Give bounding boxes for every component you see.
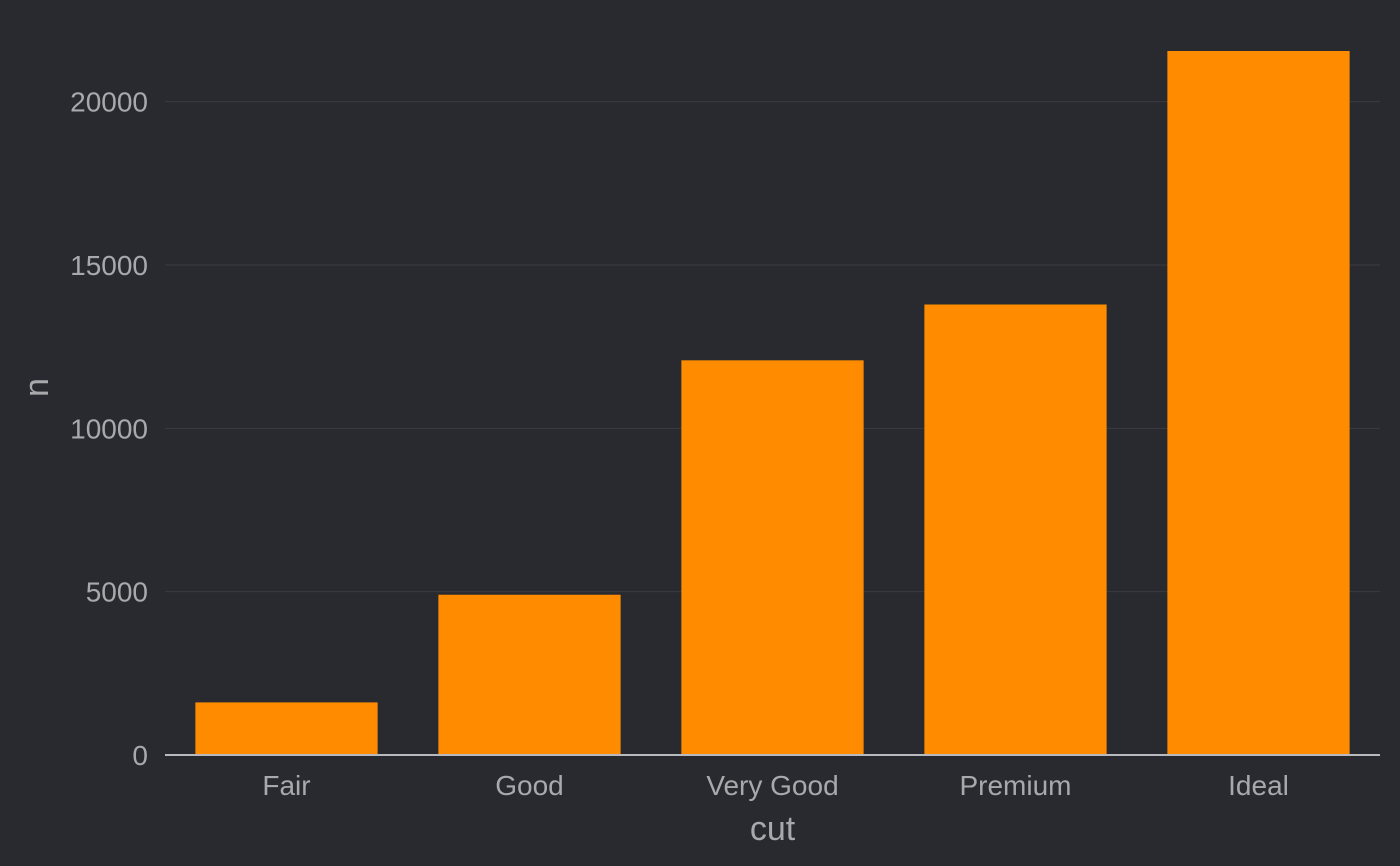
x-tick-label: Premium: [959, 770, 1071, 801]
bar-fair: [195, 702, 378, 755]
bar-ideal: [1167, 51, 1350, 755]
y-axis-ticks: 0 5000 10000 15000 20000: [70, 87, 148, 771]
y-tick-label: 0: [132, 740, 148, 771]
x-tick-label: Good: [495, 770, 564, 801]
y-tick-label: 15000: [70, 250, 148, 281]
bar-premium: [924, 304, 1107, 755]
bars: [195, 51, 1350, 755]
y-tick-label: 20000: [70, 87, 148, 118]
y-tick-label: 5000: [86, 577, 148, 608]
x-tick-label: Fair: [262, 770, 310, 801]
y-axis-title: n: [18, 378, 56, 397]
x-tick-label: Very Good: [706, 770, 838, 801]
bar-very-good: [681, 360, 864, 755]
x-tick-label: Ideal: [1228, 770, 1289, 801]
x-axis-title: cut: [750, 810, 796, 848]
y-tick-label: 10000: [70, 413, 148, 444]
x-axis-ticks: Fair Good Very Good Premium Ideal: [262, 770, 1288, 801]
bar-good: [438, 594, 621, 755]
